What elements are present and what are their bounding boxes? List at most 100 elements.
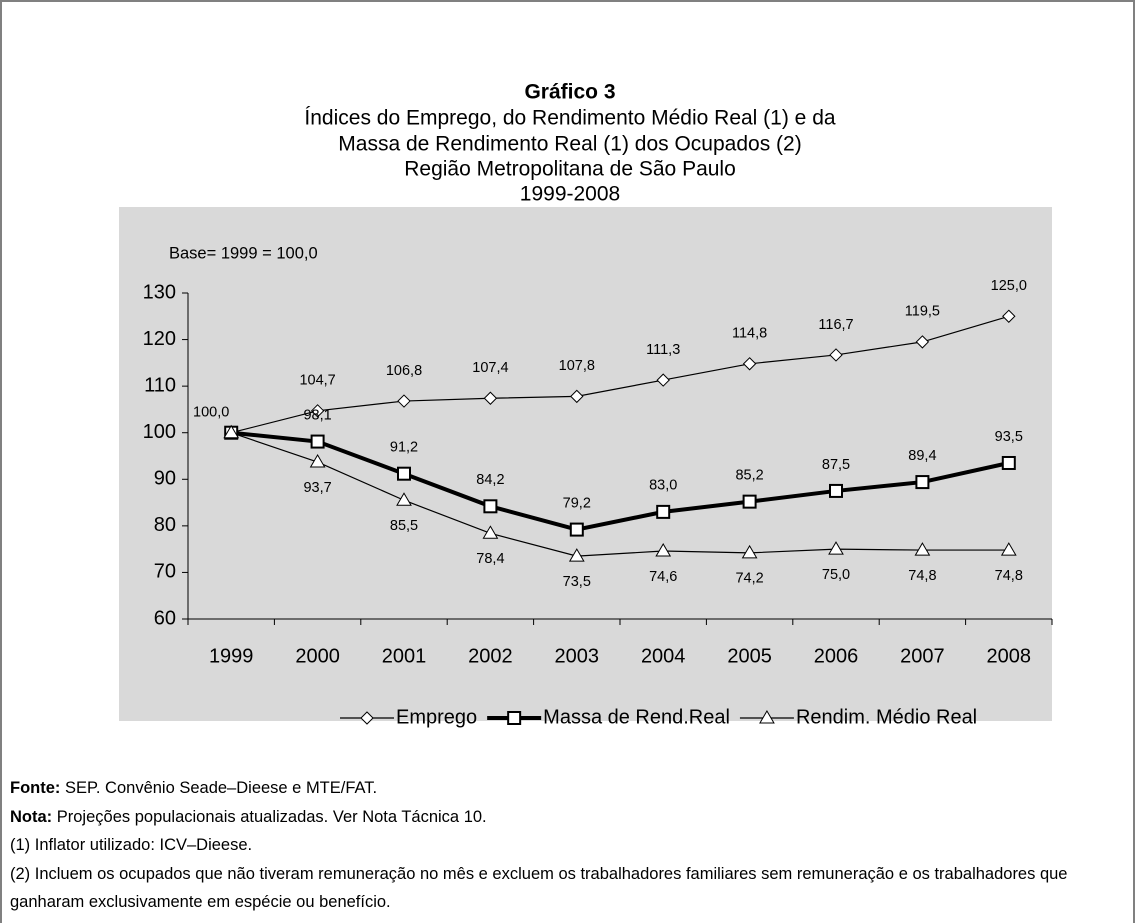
data-label: 125,0 [991, 278, 1027, 294]
note-text: (1) Inflator utilizado: ICV–Dieese. [10, 836, 253, 854]
data-label: 85,2 [735, 467, 763, 483]
point [656, 373, 670, 387]
data-label: 75,0 [822, 567, 850, 583]
point [568, 548, 585, 562]
series-line [231, 315, 1009, 434]
chart-subtitle: Região Metropolitana de São Paulo [404, 158, 736, 181]
series-line [230, 430, 1010, 532]
point [915, 475, 930, 490]
point [741, 544, 758, 559]
y-tick-label: 130 [143, 281, 176, 303]
chart-subtitle: Massa de Rendimento Real (1) dos Ocupado… [338, 133, 801, 156]
point [655, 543, 672, 557]
data-label: 106,8 [386, 363, 422, 379]
point [742, 357, 757, 371]
point [396, 492, 412, 506]
data-label: 107,4 [472, 360, 508, 376]
note-label: Fonte: [10, 779, 61, 797]
legend-marker [759, 710, 775, 724]
data-label: 107,8 [559, 358, 595, 374]
x-tick-label: 1999 [209, 645, 254, 667]
note-label: Nota: [10, 807, 53, 826]
data-label: 85,5 [390, 518, 418, 534]
y-tick-label: 80 [154, 514, 176, 536]
chart-title: Gráfico 3 [524, 81, 615, 104]
data-label: 93,7 [303, 480, 331, 496]
note-text: Projeções populacionais atualizadas. Ver… [52, 807, 487, 826]
plot-background [119, 207, 1052, 721]
point [829, 348, 843, 362]
data-label: 98,1 [303, 407, 331, 423]
y-tick-label: 100 [143, 421, 176, 443]
y-tick-label: 70 [154, 561, 176, 583]
point [483, 391, 498, 405]
point [397, 394, 411, 408]
data-label: 116,7 [818, 317, 853, 333]
point [1000, 542, 1017, 556]
note: Nota: Projeções populacionais atualizada… [10, 803, 1132, 832]
data-label: 114,8 [732, 326, 767, 342]
x-tick-label: 2006 [814, 645, 859, 667]
point [656, 504, 671, 519]
point [309, 454, 326, 468]
chart-subtitle: Índices do Emprego, do Rendimento Médio … [304, 107, 835, 130]
y-tick-label: 120 [143, 328, 176, 350]
data-label: 111,3 [646, 342, 680, 358]
legend-label: Emprego [396, 706, 477, 728]
data-label: 73,5 [563, 574, 591, 590]
annotation: Base= 1999 = 100,0 [169, 244, 318, 262]
note: Fonte: SEP. Convênio Seade–Dieese e MTE/… [10, 774, 1132, 803]
data-label: 83,0 [649, 478, 677, 494]
legend-marker [360, 711, 374, 725]
data-label: 91,2 [390, 440, 418, 456]
point [483, 499, 498, 514]
note: (1) Inflator utilizado: ICV–Dieese. [10, 831, 1132, 860]
data-label: 84,2 [476, 472, 504, 488]
chart-subtitle: 1999-2008 [520, 183, 620, 206]
legend-label: Rendim. Médio Real [796, 706, 977, 728]
point [310, 404, 325, 418]
series-line [231, 432, 1009, 557]
x-tick-label: 2001 [382, 645, 427, 667]
data-label: 93,5 [995, 429, 1023, 445]
note-text: (2) Incluem os ocupados que não tiveram … [10, 864, 1068, 912]
y-tick-label: 60 [154, 607, 176, 629]
data-label: 100,0 [193, 405, 229, 421]
point [482, 525, 499, 539]
data-label: 104,7 [299, 373, 335, 389]
x-tick-label: 2003 [555, 645, 600, 667]
x-tick-label: 2007 [900, 645, 945, 667]
point [1002, 309, 1016, 323]
legend-label: Massa de Rend.Real [543, 706, 730, 728]
data-label: 78,4 [476, 551, 504, 567]
data-label: 74,8 [995, 568, 1023, 584]
point [569, 522, 584, 537]
point [915, 335, 930, 349]
data-label: 74,8 [908, 568, 936, 584]
point [570, 389, 584, 404]
y-tick-label: 110 [144, 374, 176, 396]
point [310, 434, 325, 449]
data-label: 74,2 [735, 571, 763, 587]
notes: Fonte: SEP. Convênio Seade–Dieese e MTE/… [10, 774, 1132, 917]
x-tick-label: 2002 [468, 645, 513, 667]
point [397, 466, 411, 481]
point [828, 541, 844, 555]
data-label: 87,5 [822, 457, 850, 473]
data-label: 119,5 [905, 304, 940, 320]
x-tick-label: 2008 [987, 645, 1032, 667]
data-label: 79,2 [563, 495, 591, 511]
x-tick-label: 2005 [727, 645, 772, 667]
point [914, 542, 931, 556]
point [1001, 455, 1016, 470]
legend-marker [507, 711, 522, 725]
x-tick-label: 2004 [641, 645, 686, 667]
data-label: 74,6 [649, 569, 677, 585]
note-text: SEP. Convênio Seade–Dieese e MTE/FAT. [60, 779, 378, 797]
x-tick-label: 2000 [295, 645, 340, 667]
note: (2) Incluem os ocupados que não tiveram … [10, 860, 1132, 917]
point [223, 424, 240, 439]
